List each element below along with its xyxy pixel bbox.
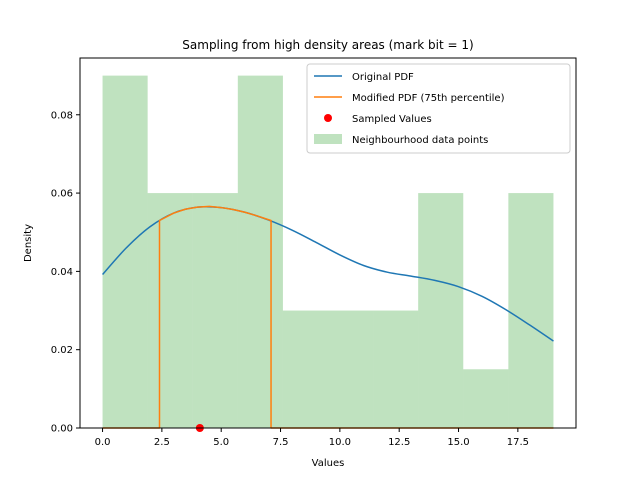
histogram-bar	[192, 193, 238, 428]
histogram-bar	[373, 310, 419, 428]
legend-dot-swatch	[324, 114, 332, 122]
x-tick-label: 7.5	[273, 437, 289, 448]
x-tick-label: 5.0	[213, 437, 229, 448]
legend-label: Modified PDF (75th percentile)	[352, 93, 505, 104]
plot-area	[101, 75, 554, 432]
legend-label: Neighbourhood data points	[352, 135, 488, 146]
histogram-bars	[102, 75, 554, 428]
legend-frame	[306, 63, 571, 154]
series-line-modified-pdf	[102, 205, 554, 429]
x-tick-label: 10.0	[329, 437, 351, 448]
histogram-bar	[282, 310, 328, 428]
y-tick-label: 0.08	[51, 110, 73, 121]
x-tick-label: 17.5	[507, 437, 529, 448]
histogram-bar	[147, 193, 193, 428]
histogram-bar	[418, 193, 464, 428]
histogram-bar	[102, 75, 148, 428]
x-tick-label: 0.0	[95, 437, 111, 448]
y-tick-label: 0.00	[51, 424, 73, 435]
x-tick-label: 12.5	[388, 437, 410, 448]
y-axis: 0.00 0.02 0.04 0.06 0.08	[51, 110, 80, 435]
y-axis-label: Density	[23, 224, 34, 262]
histogram-bar	[508, 193, 554, 428]
legend-entries: Original PDF Modified PDF (75th percentil…	[314, 72, 505, 146]
histogram-bar	[463, 369, 509, 428]
x-axis: 0.0 2.5 5.0 7.5 10.0 12.5 15.0 17.5	[95, 428, 529, 448]
series-lines	[101, 205, 554, 429]
legend: Original PDF Modified PDF (75th percentil…	[306, 63, 571, 154]
legend-patch-swatch	[314, 134, 342, 144]
x-tick-label: 2.5	[154, 437, 170, 448]
legend-label: Original PDF	[352, 72, 414, 83]
y-tick-label: 0.06	[51, 189, 73, 200]
axes-frame	[79, 57, 577, 429]
x-axis-label: Values	[312, 458, 345, 469]
chart-title: Sampling from high density areas (mark b…	[182, 38, 473, 52]
y-tick-label: 0.04	[51, 267, 73, 278]
legend-label: Sampled Values	[352, 114, 432, 125]
histogram-bar	[237, 75, 283, 428]
y-tick-label: 0.02	[51, 345, 73, 356]
histogram-bar	[328, 310, 374, 428]
x-tick-label: 15.0	[447, 437, 469, 448]
